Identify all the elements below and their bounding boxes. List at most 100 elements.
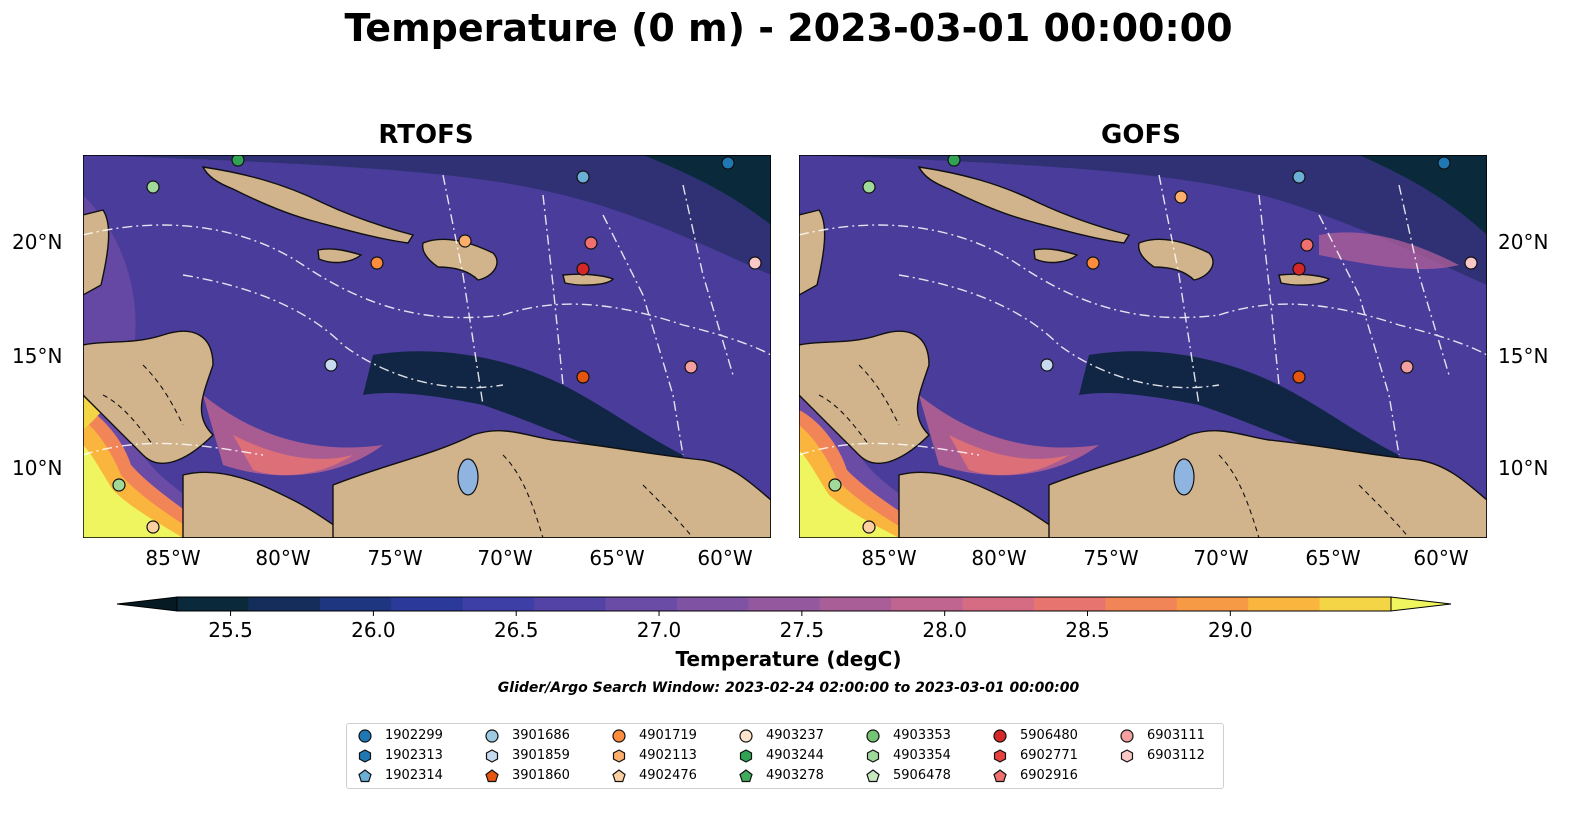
lon-tick-label: 75°W: [367, 546, 423, 570]
colorbar-segment: [1033, 597, 1106, 611]
circle-marker-icon: [1120, 729, 1134, 743]
lon-tick-label: 60°W: [1413, 546, 1469, 570]
hexagon-marker-icon: [739, 749, 753, 763]
colorbar-segment: [391, 597, 464, 611]
circle-marker-icon: [358, 729, 372, 743]
lon-tick-label: 80°W: [255, 546, 311, 570]
hexagon-marker-icon: [485, 749, 499, 763]
lat-tick-label-left: 10°N: [12, 456, 63, 480]
hexagon-marker-icon: [358, 749, 372, 763]
land-masses: [83, 166, 771, 538]
legend-item-label: 4903354: [893, 748, 951, 763]
colorbar-tick-label: 29.0: [1208, 618, 1253, 642]
eez-boundaries: [799, 174, 1487, 456]
legend-item-label: 4901719: [639, 728, 697, 743]
pentagon-marker-icon: [358, 769, 372, 783]
colorbar-segment: [177, 597, 249, 611]
lon-tick-label: 75°W: [1083, 546, 1139, 570]
pentagon-marker-icon: [612, 769, 626, 783]
legend-item-label: 4903244: [766, 748, 824, 763]
lon-tick-label: 70°W: [477, 546, 533, 570]
lat-tick-label-right: 20°N: [1498, 230, 1549, 254]
legend-item-label: 1902314: [385, 768, 443, 783]
circle-marker-icon: [485, 729, 499, 743]
lon-tick-label: 85°W: [861, 546, 917, 570]
colorbar-tick-label: 26.0: [351, 618, 396, 642]
circle-marker-icon: [739, 729, 753, 743]
float-markers: [112, 155, 762, 534]
lake-maracaibo: [457, 458, 479, 496]
colorbar-extend-low: [116, 596, 178, 612]
legend-item-label: 6903112: [1147, 748, 1205, 763]
legend-item-label: 6902916: [1020, 768, 1078, 783]
float-legend: 1902299 1902313 1902314 3901686 3901859 39018…: [346, 723, 1224, 789]
colorbar-segment: [534, 597, 606, 611]
lon-tick-label: 85°W: [145, 546, 201, 570]
colorbar-tick-label: 27.0: [637, 618, 682, 642]
circle-marker-icon: [612, 729, 626, 743]
search-window-text: Glider/Argo Search Window: 2023-02-24 02…: [497, 680, 1080, 696]
colorbar-segment: [1319, 597, 1392, 611]
lat-tick-label-left: 20°N: [12, 230, 63, 254]
legend-item-label: 6903111: [1147, 728, 1205, 743]
colorbar-tick-label: 28.5: [1065, 618, 1110, 642]
colorbar-segment: [319, 597, 392, 611]
colorbar-segment: [605, 597, 678, 611]
pentagon-marker-icon: [866, 769, 880, 783]
figure-title: Temperature (0 m) - 2023-03-01 00:00:00: [344, 6, 1233, 50]
float-markers: [828, 155, 1478, 534]
lon-tick-label: 80°W: [971, 546, 1027, 570]
colorbar-tick-label: 26.5: [494, 618, 539, 642]
eez-boundaries: [83, 174, 771, 456]
colorbar-segment: [891, 597, 964, 611]
pentagon-marker-icon: [485, 769, 499, 783]
lon-tick-label: 65°W: [1305, 546, 1361, 570]
lat-tick-label-left: 15°N: [12, 344, 63, 368]
hexagon-marker-icon: [866, 749, 880, 763]
legend-item-label: 5906480: [1020, 728, 1078, 743]
colorbar-extend-high: [1390, 596, 1452, 612]
hexagon-marker-icon: [993, 749, 1007, 763]
hexagon-marker-icon: [1120, 749, 1134, 763]
legend-item-label: 3901686: [512, 728, 570, 743]
colorbar-tick-label: 25.5: [208, 618, 253, 642]
legend-item-label: 3901859: [512, 748, 570, 763]
legend-item-label: 4903353: [893, 728, 951, 743]
colorbar-segment: [819, 597, 892, 611]
legend-item-label: 4903237: [766, 728, 824, 743]
map-panel-rtofs: [83, 155, 771, 538]
lake-maracaibo: [1173, 458, 1195, 496]
colorbar-label: Temperature (degC): [675, 647, 902, 671]
pentagon-marker-icon: [739, 769, 753, 783]
pentagon-marker-icon: [993, 769, 1007, 783]
lon-tick-label: 70°W: [1193, 546, 1249, 570]
panel-title-gofs: GOFS: [1101, 120, 1181, 150]
lon-tick-label: 65°W: [589, 546, 645, 570]
legend-item-label: 4902113: [639, 748, 697, 763]
colorbar-segment: [1176, 597, 1249, 611]
colorbar-tick-label: 27.5: [780, 618, 825, 642]
map-panel-gofs: [799, 155, 1487, 538]
circle-marker-icon: [993, 729, 1007, 743]
colorbar-segment: [748, 597, 821, 611]
land-masses: [799, 166, 1487, 538]
colorbar: 25.5 26.0 26.5 27.0 27.5 28.0 28.5 29.0: [116, 596, 1452, 642]
legend-item-label: 1902313: [385, 748, 443, 763]
legend-item-label: 4903278: [766, 768, 824, 783]
legend-item-label: 1902299: [385, 728, 443, 743]
legend-item-label: 4902476: [639, 768, 697, 783]
lon-tick-label: 60°W: [697, 546, 753, 570]
colorbar-segment: [462, 597, 535, 611]
legend-item-label: 6902771: [1020, 748, 1078, 763]
hexagon-marker-icon: [612, 749, 626, 763]
panel-title-rtofs: RTOFS: [378, 120, 474, 150]
colorbar-segment: [1105, 597, 1178, 611]
legend-item-label: 5906478: [893, 768, 951, 783]
lat-tick-label-right: 15°N: [1498, 344, 1549, 368]
colorbar-tick-label: 28.0: [922, 618, 967, 642]
colorbar-segment: [676, 597, 749, 611]
lat-tick-label-right: 10°N: [1498, 456, 1549, 480]
colorbar-segment: [962, 597, 1035, 611]
colorbar-segment: [1248, 597, 1321, 611]
country-borders: [818, 364, 1410, 538]
